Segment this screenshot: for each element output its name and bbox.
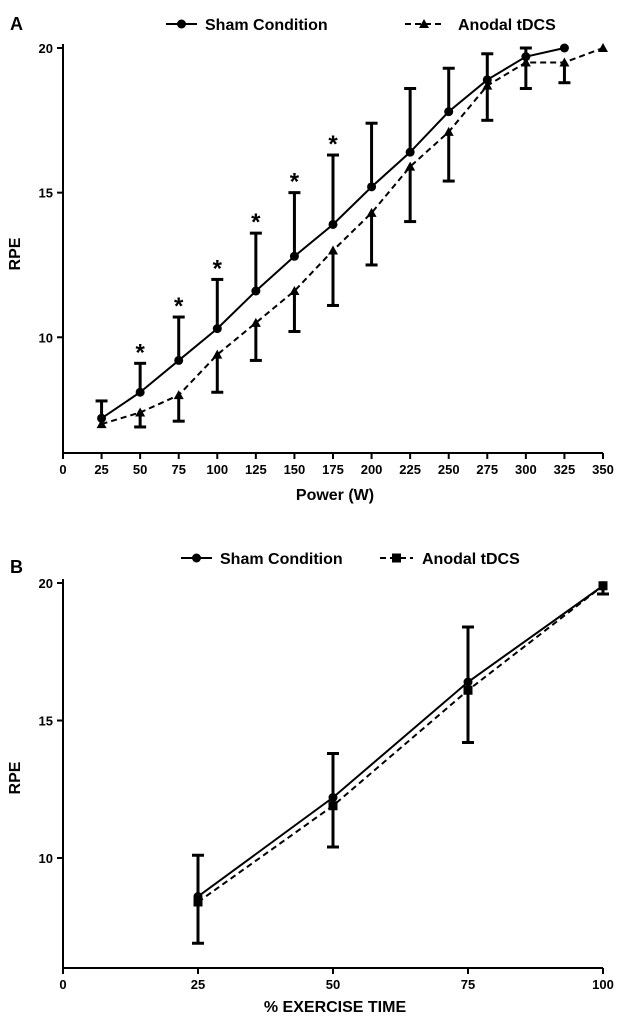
panel-a-significance-star: * (328, 131, 338, 158)
panel-b-x-tick-label: 100 (592, 977, 614, 992)
panel-a-data-point (135, 407, 146, 417)
panel-a-x-tick-label: 150 (284, 462, 306, 477)
panel-a-significance-star: * (251, 209, 261, 236)
panel-a-data-point (212, 349, 223, 359)
panel-b-series-anodal (192, 581, 609, 945)
panel-a-x-tick-label: 125 (245, 462, 267, 477)
panel-b-data-point (328, 793, 338, 802)
panel-b-y-tick-label: 10 (39, 851, 53, 866)
panel-b-data-point (193, 897, 203, 907)
panel-a-x-tick-label: 0 (59, 462, 66, 477)
panel-a-data-point (174, 355, 184, 365)
panel-b-y-axis-title: RPE (7, 761, 24, 794)
panel-a-data-point (405, 147, 415, 157)
panel-a-data-point (97, 413, 107, 423)
panel-a-significance-star: * (290, 169, 300, 196)
panel-b-legend-item: Sham Condition (181, 551, 343, 568)
panel-a-data-point (173, 390, 184, 400)
panel-a-data-point (598, 43, 608, 52)
panel-b-data-point (598, 581, 608, 591)
panel-a-data-point (482, 80, 493, 90)
panel-b-x-tick-label: 50 (326, 977, 340, 992)
panel-b-legend-item: Anodal tDCS (380, 551, 520, 568)
panel-a-legend-marker (177, 19, 186, 29)
panel-b-series-line (197, 584, 604, 898)
panel-a-x-tick-label: 200 (361, 462, 383, 477)
panel-b-legend-marker (392, 553, 401, 563)
panel-a-data-point (289, 251, 299, 261)
panel-a-x-tick-label: 25 (94, 462, 108, 477)
panel-a-data-point (212, 324, 222, 334)
panel-a-x-tick-label: 225 (399, 462, 421, 477)
panel-a-data-point (559, 43, 569, 53)
panel-b-x-axis-title: % EXERCISE TIME (264, 999, 407, 1016)
panel-a-legend-marker (419, 19, 429, 28)
panel-b-y-tick-label: 20 (39, 576, 53, 591)
panel-a-series-line (101, 47, 604, 426)
panel-a-x-tick-label: 175 (322, 462, 344, 477)
panel-b-legend-marker (192, 553, 201, 563)
panel-a-legend-item: Anodal tDCS (405, 17, 556, 34)
panel-a-series-line (101, 47, 565, 420)
panel-a-series-anodal (96, 43, 608, 429)
panel-a-y-tick-label: 10 (39, 330, 53, 345)
panel-a-x-tick-label: 350 (592, 462, 614, 477)
panel-b-letter: B (10, 557, 23, 577)
panel-a-significance-star: * (135, 339, 145, 366)
panel-b-data-point (328, 801, 338, 811)
panel-a-y-axis-title: RPE (7, 237, 24, 270)
panel-b-series-sham (192, 581, 608, 901)
panel-a-data-point (250, 317, 261, 327)
panel-b-data-point (463, 677, 473, 687)
panel-a-x-axis-title: Power (W) (296, 487, 374, 504)
panel-b-y-tick-label: 15 (39, 714, 53, 729)
panel-a-data-point (520, 57, 531, 67)
panel-b: B 0 25 50 75 100 10 15 20 % EXERCISE TIME RPE Sham … (7, 551, 614, 1016)
panel-a-data-point (367, 182, 377, 192)
panel-a-significance-star: * (174, 293, 184, 320)
panel-a-x-tick-label: 250 (438, 462, 460, 477)
panel-a-letter: A (10, 14, 23, 34)
panel-a-legend-label: Sham Condition (205, 17, 328, 34)
panel-a-data-point (289, 286, 300, 295)
panel-b-data-point (463, 685, 473, 695)
panel-a-significance-star: * (213, 255, 223, 282)
panel-a-x-tick-label: 275 (476, 462, 498, 477)
panel-a-data-point (405, 161, 416, 171)
panel-a-x-tick-label: 325 (554, 462, 576, 477)
panel-a-y-tick-label: 15 (39, 186, 53, 201)
panel-a-data-point (482, 75, 492, 85)
panel-a-x-tick-label: 75 (171, 462, 185, 477)
panel-a-series-sham (95, 43, 569, 423)
panel-a-x-tick-label: 50 (133, 462, 147, 477)
panel-a-legend-label: Anodal tDCS (458, 17, 556, 34)
panel-a-data-point (328, 245, 338, 255)
panel-b-legend-label: Sham Condition (220, 551, 343, 568)
panel-a-x-tick-label: 300 (515, 462, 537, 477)
panel-a-data-point (559, 57, 570, 67)
panel-b-series-line (197, 584, 604, 903)
panel-a-data-point (251, 286, 261, 296)
panel-b-legend-label: Anodal tDCS (422, 551, 520, 568)
panel-a-data-point (96, 419, 107, 429)
panel-a-data-point (521, 52, 531, 62)
panel-a-y-tick-label: 20 (39, 41, 53, 56)
panel-a-legend-item: Sham Condition (166, 17, 328, 34)
panel-a-data-point (366, 207, 377, 217)
panel-a-data-point (135, 387, 145, 397)
panel-a-data-point (443, 126, 454, 136)
panel-b-x-tick-label: 25 (191, 977, 205, 992)
panel-a-data-point (328, 219, 338, 229)
panel-b-x-tick-label: 0 (59, 977, 66, 992)
panel-a-data-point (444, 107, 454, 117)
panel-b-x-tick-label: 75 (461, 977, 475, 992)
panel-a-x-tick-label: 100 (206, 462, 228, 477)
panel-a: A 0 25 50 75 100 125 150 175 200 225 250 275 300 325 35… (7, 14, 614, 504)
